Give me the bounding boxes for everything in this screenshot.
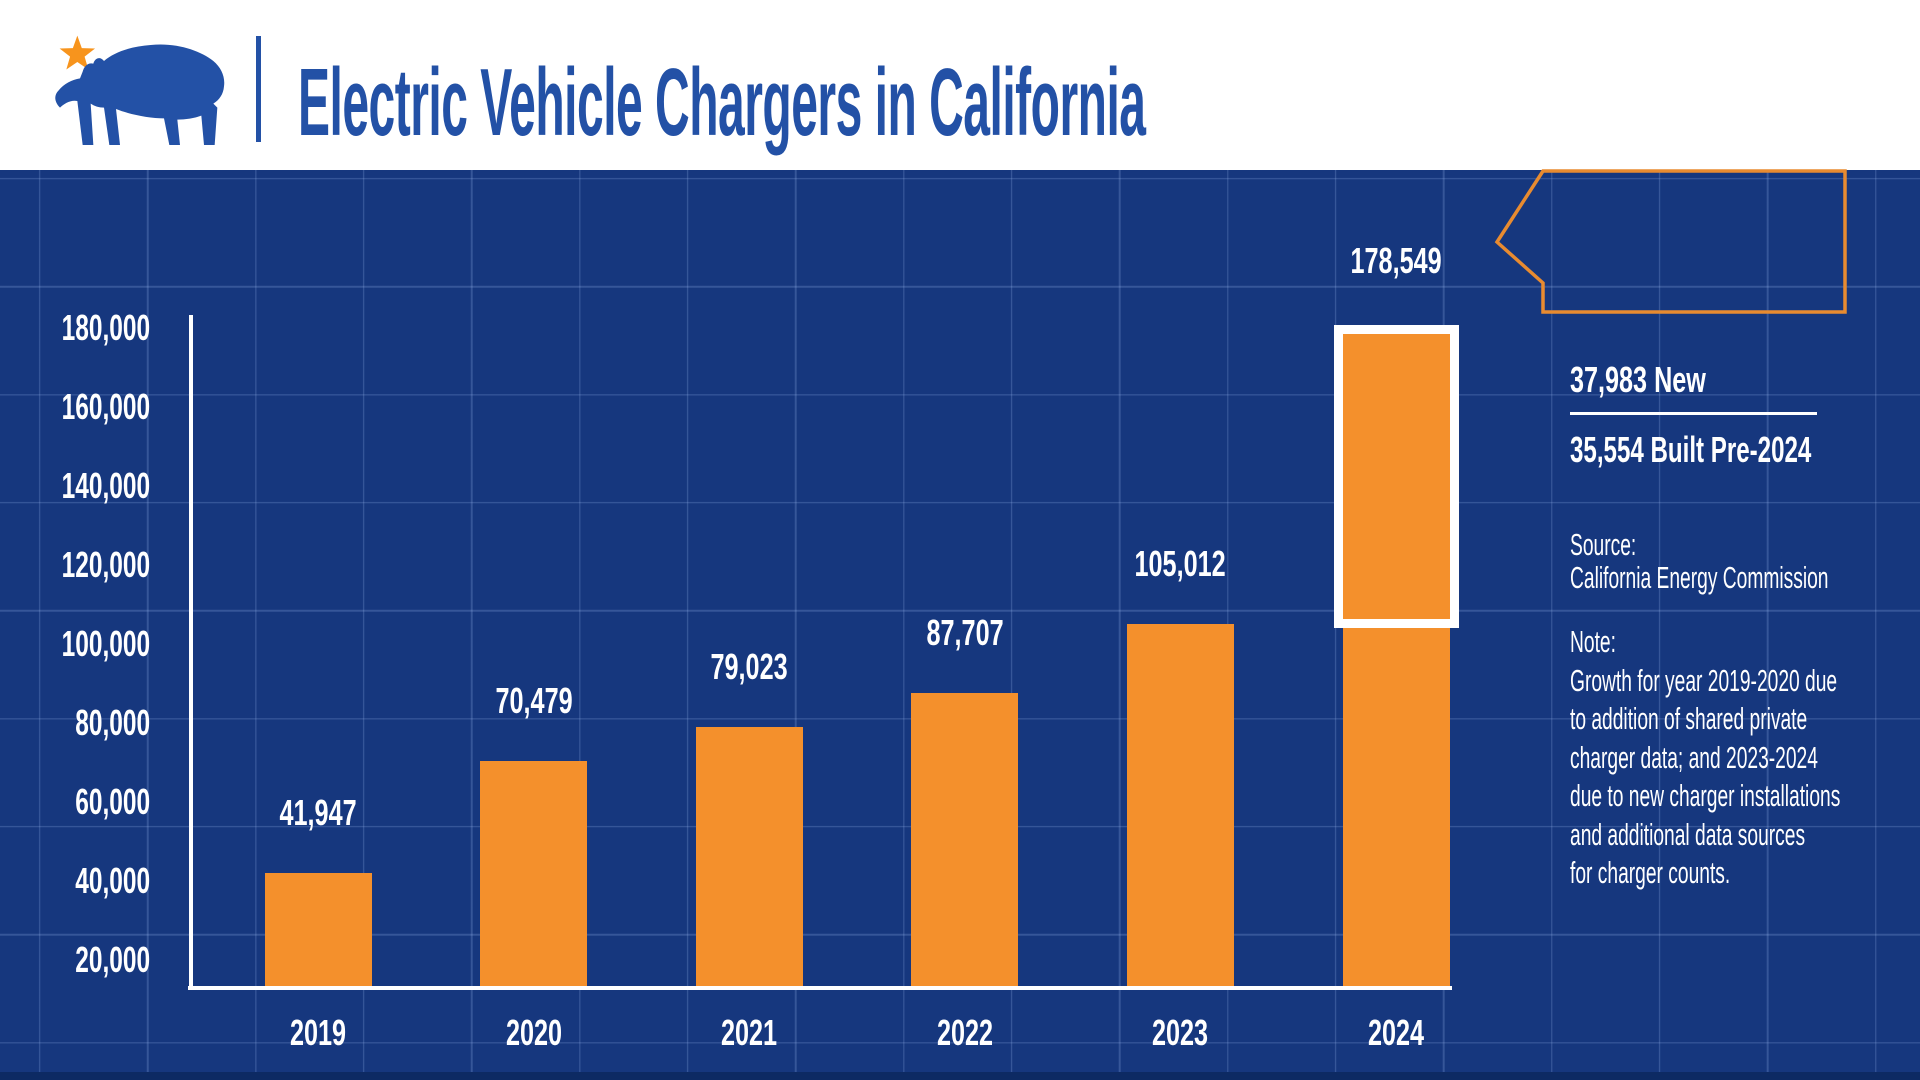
x-axis-label-2023: 2023 (1152, 1012, 1209, 1053)
bar-2019 (264, 873, 372, 988)
callout-pre2024-count: 35,554 Built Pre-2024 (1570, 429, 1812, 470)
y-tick-label: 80,000 (75, 702, 150, 743)
bar-2024 (1342, 333, 1450, 988)
note-line: and additional data sources (1570, 816, 1806, 852)
x-axis-label-2020: 2020 (505, 1012, 562, 1053)
star-icon (59, 35, 96, 70)
bar-2023 (1126, 624, 1234, 988)
y-tick-label: 160,000 (61, 386, 150, 427)
source-block: Source: California Energy Commission (1570, 528, 1920, 594)
y-tick-label: 40,000 (75, 860, 150, 901)
bar-value-label-2021: 79,023 (710, 645, 788, 687)
source-text: California Energy Commission (1570, 560, 1829, 595)
note-line: due to new charger installations (1570, 778, 1841, 813)
x-axis-line (188, 986, 1452, 990)
note-line: charger data; and 2023-2024 (1570, 739, 1818, 775)
bar-value-label-2023: 105,012 (1134, 543, 1226, 585)
callout-bubble (1494, 169, 1847, 314)
callout-divider (1570, 412, 1817, 415)
bar-value-label-2019: 41,947 (279, 792, 357, 834)
y-tick-label: 120,000 (61, 544, 150, 585)
x-axis-label-2022: 2022 (936, 1012, 993, 1053)
bar-2021 (695, 726, 803, 988)
page-title-text: Electric Vehicle Chargers in California (298, 49, 1146, 156)
x-axis-label-2021: 2021 (721, 1012, 778, 1053)
note-line: Growth for year 2019-2020 due (1570, 662, 1838, 698)
callout-border (1494, 169, 1847, 314)
bottom-strip (0, 1072, 1920, 1080)
page-title: Electric Vehicle Chargers in California (298, 54, 1920, 152)
y-tick-label: 180,000 (61, 307, 150, 348)
note-label: Note: (1570, 624, 1616, 659)
bar-2020 (480, 760, 588, 988)
header: Electric Vehicle Chargers in California (0, 0, 1920, 170)
california-bear-logo (55, 35, 225, 145)
y-tick-label: 100,000 (61, 623, 150, 664)
bear-icon (55, 44, 225, 145)
header-divider (256, 36, 261, 142)
bar-2022 (911, 692, 1019, 988)
bar-value-label-2024: 178,549 (1350, 239, 1442, 281)
bar-value-label-2020: 70,479 (495, 679, 573, 721)
source-label: Source: (1570, 527, 1637, 562)
note-line: to addition of shared private (1570, 701, 1808, 736)
chart-area: 180,000 160,000 140,000 120,000 100,000 80,00… (0, 169, 1920, 1080)
highlight-segment-outline (1333, 324, 1459, 629)
note-line: for charger counts. (1570, 855, 1731, 890)
bar-value-label-2022: 87,707 (926, 611, 1004, 653)
y-tick-label: 60,000 (75, 781, 150, 822)
y-axis-line (189, 315, 193, 990)
x-axis-label-2019: 2019 (289, 1012, 347, 1053)
y-tick-label: 20,000 (75, 939, 150, 980)
y-tick-label: 140,000 (61, 465, 150, 506)
callout-new-count: 37,983 New (1570, 359, 1706, 400)
x-axis-label-2024: 2024 (1367, 1012, 1425, 1053)
note-block: Note: Growth for year 2019-2020 due to a… (1570, 623, 1920, 893)
